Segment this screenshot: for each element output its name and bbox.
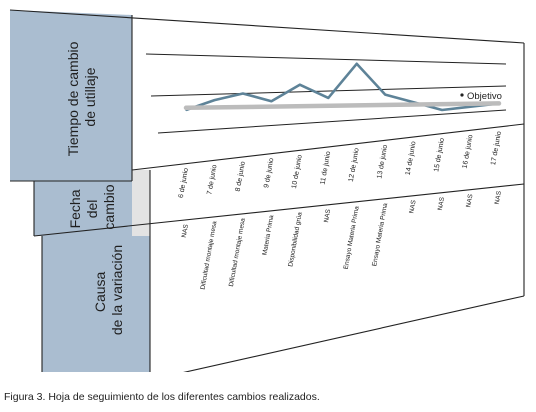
change-date-label: Fecha del cambio bbox=[67, 184, 117, 229]
data-point bbox=[355, 63, 358, 65]
data-point bbox=[327, 97, 330, 99]
data-point bbox=[384, 93, 386, 96]
date-labels: 6 de junio 7 de junio 8 de junio 9 de junio… bbox=[178, 131, 503, 199]
date-label: 11 de junio bbox=[320, 151, 333, 186]
grid-line-middle bbox=[150, 85, 507, 97]
date-band bbox=[132, 170, 150, 236]
cause-labels: NAS Dificultad montaje mesa Dificultad mon… bbox=[181, 190, 503, 290]
data-point bbox=[469, 105, 472, 108]
tracking-sheet: Objetivo Tiempo de cambio de utillaje Fe… bbox=[9, 9, 525, 372]
data-point bbox=[242, 92, 244, 95]
cause-label: NAS bbox=[437, 196, 446, 211]
date-label: 7 de junio bbox=[206, 164, 218, 195]
target-line bbox=[183, 101, 502, 111]
target-label: Objetivo bbox=[467, 91, 502, 102]
changeover-time-label: Tiempo de cambio de utillaje bbox=[65, 38, 98, 157]
grid-line-lower bbox=[157, 109, 507, 134]
cause-label: NAS bbox=[494, 190, 503, 205]
variation-cause-label: Causa de la variación bbox=[92, 245, 125, 335]
date-label: 13 de junio bbox=[376, 144, 389, 179]
changeover-time-header-panel bbox=[10, 10, 132, 181]
figure-caption: Figura 3. Hoja de seguimiento de los dif… bbox=[4, 391, 320, 403]
date-label: 12 de junio bbox=[348, 147, 361, 182]
date-label: 9 de junio bbox=[263, 157, 275, 188]
cause-label: Disponibilidad grúa bbox=[287, 211, 304, 267]
cause-label: NAS bbox=[181, 223, 190, 238]
variation-cause-header-panel bbox=[42, 236, 150, 372]
data-point bbox=[270, 100, 273, 102]
cause-label: Dificultad montaje mesa bbox=[200, 220, 219, 290]
grid-line-upper bbox=[145, 53, 507, 65]
cause-label: Ensayo Materia Prima bbox=[343, 205, 361, 270]
data-point bbox=[441, 109, 443, 111]
cause-label: NAS bbox=[408, 199, 417, 214]
date-label: 16 de junio bbox=[462, 134, 475, 169]
change-date-header-panel bbox=[34, 181, 150, 236]
cause-label: Dificultad montaje mesa bbox=[228, 217, 247, 287]
sheet-frame bbox=[9, 9, 525, 372]
data-point bbox=[299, 83, 301, 86]
cause-label: NAS bbox=[465, 193, 474, 208]
target-legend-marker bbox=[460, 93, 464, 97]
date-label: 6 de junio bbox=[178, 167, 190, 198]
cause-label: NAS bbox=[323, 208, 332, 223]
date-label: 10 de junio bbox=[291, 154, 304, 189]
date-label: 17 de junio bbox=[490, 131, 503, 166]
cause-label: Materia Prima bbox=[261, 214, 275, 255]
date-label: 14 de junio bbox=[405, 141, 418, 176]
plot-grid bbox=[145, 53, 507, 134]
data-point bbox=[213, 99, 216, 101]
date-label: 15 de junio bbox=[433, 137, 446, 172]
target-layer: Objetivo bbox=[183, 91, 502, 111]
date-label: 8 de junio bbox=[235, 161, 247, 192]
series-line-0 bbox=[185, 62, 500, 112]
cause-label: Ensayo Materia Prima bbox=[371, 202, 389, 267]
